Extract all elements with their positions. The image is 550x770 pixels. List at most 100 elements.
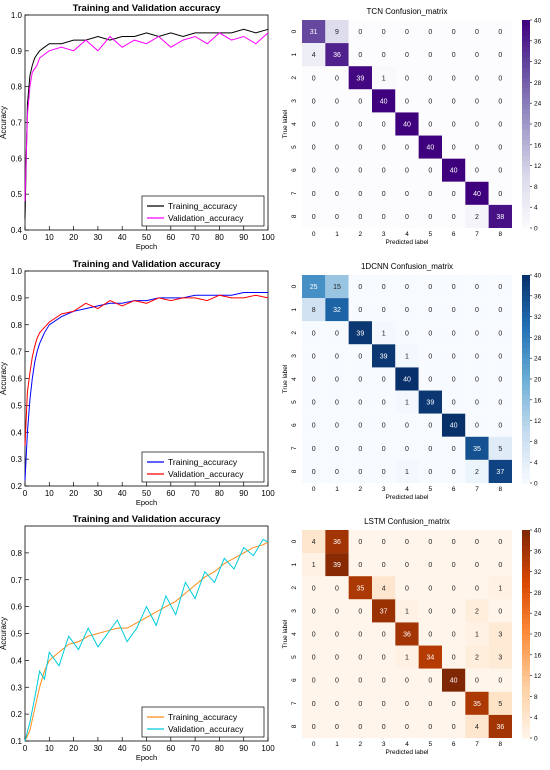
colorbar-segment — [522, 535, 530, 541]
x-axis-label: Epoch — [136, 753, 157, 762]
cell-value: 0 — [452, 52, 456, 59]
cell-value: 0 — [452, 98, 456, 105]
colorbar-segment — [522, 431, 530, 437]
cell-value: 0 — [475, 98, 479, 105]
x-tick-label: 4 — [405, 741, 409, 748]
y-tick-label: 0.5 — [11, 401, 23, 410]
y-tick-label: 0 — [291, 29, 298, 33]
cell-value: 0 — [428, 214, 432, 221]
x-tick-label: 40 — [118, 489, 127, 498]
colorbar-segment — [522, 421, 530, 427]
cell-value: 0 — [358, 377, 362, 384]
cell-value: 40 — [426, 145, 434, 152]
cell-value: 0 — [475, 400, 479, 407]
cell-value: 0 — [405, 98, 409, 105]
colorbar-segment — [522, 608, 530, 614]
colorbar-segment — [522, 82, 530, 88]
y-tick-label: 2 — [291, 586, 298, 590]
y-axis-label: True label — [282, 109, 289, 138]
y-tick-label: 0.3 — [11, 455, 23, 464]
cell-value: 0 — [405, 539, 409, 546]
cell-value: 0 — [475, 423, 479, 430]
colorbar-segment — [522, 301, 530, 307]
cell-value: 0 — [428, 168, 432, 175]
legend-label: Validation_accuracy — [168, 213, 244, 223]
cell-value: 0 — [498, 284, 502, 291]
colorbar-tick-label: 8 — [534, 184, 538, 191]
cell-value: 37 — [496, 469, 504, 476]
x-tick-label: 6 — [452, 231, 456, 238]
cell-value: 0 — [452, 632, 456, 639]
cell-value: 0 — [428, 191, 432, 198]
cell-value: 0 — [335, 724, 339, 731]
colorbar-segment — [522, 447, 530, 453]
cell-value: 0 — [335, 469, 339, 476]
cell-value: 0 — [428, 585, 432, 592]
colorbar-tick-label: 20 — [534, 377, 542, 384]
colorbar-segment — [522, 358, 530, 364]
colorbar-segment — [522, 150, 530, 156]
cell-value: 3 — [498, 655, 502, 662]
cell-value: 0 — [452, 446, 456, 453]
x-tick-label: 60 — [166, 744, 175, 753]
colorbar-segment — [522, 134, 530, 140]
colorbar-segment — [522, 572, 530, 578]
cell-value: 0 — [358, 562, 362, 569]
cell-value: 0 — [428, 701, 432, 708]
colorbar-segment — [522, 25, 530, 31]
cell-value: 0 — [382, 214, 386, 221]
colorbar-segment — [522, 618, 530, 624]
cell-value: 0 — [358, 353, 362, 360]
cell-value: 0 — [452, 330, 456, 337]
cell-value: 0 — [475, 330, 479, 337]
x-tick-label: 0 — [23, 744, 28, 753]
cell-value: 0 — [498, 98, 502, 105]
cell-value: 0 — [498, 678, 502, 685]
cell-value: 0 — [405, 29, 409, 36]
colorbar-segment — [522, 634, 530, 640]
x-tick-label: 3 — [382, 486, 386, 493]
x-tick-label: 6 — [452, 486, 456, 493]
legend-label: Validation_accuracy — [168, 469, 244, 479]
colorbar-segment — [522, 540, 530, 546]
cell-value: 8 — [312, 307, 316, 314]
colorbar-segment — [522, 186, 530, 192]
cell-value: 0 — [428, 307, 432, 314]
x-tick-label: 60 — [166, 233, 175, 242]
cell-value: 0 — [498, 400, 502, 407]
cell-value: 0 — [405, 307, 409, 314]
y-tick-label: 2 — [291, 76, 298, 80]
y-tick-label: 5 — [291, 400, 298, 404]
cell-value: 0 — [382, 377, 386, 384]
colorbar-segment — [522, 129, 530, 135]
cell-value: 0 — [312, 655, 316, 662]
cell-value: 0 — [498, 307, 502, 314]
x-axis-label: Predicted label — [386, 494, 430, 501]
cell-value: 0 — [428, 724, 432, 731]
colorbar-segment — [522, 119, 530, 125]
cell-value: 2 — [475, 655, 479, 662]
colorbar-segment — [522, 20, 530, 26]
colorbar-segment — [522, 207, 530, 213]
y-tick-label: 0 — [291, 539, 298, 543]
cell-value: 0 — [335, 701, 339, 708]
colorbar-segment — [522, 202, 530, 208]
cell-value: 0 — [498, 29, 502, 36]
chart-title: LSTM Confusion_matrix — [364, 517, 450, 526]
y-tick-label: 0.8 — [11, 549, 23, 558]
cell-value: 0 — [358, 122, 362, 129]
colorbar-segment — [522, 566, 530, 572]
x-tick-label: 1 — [335, 486, 339, 493]
colorbar-segment — [522, 160, 530, 166]
colorbar-segment — [522, 56, 530, 62]
cell-value: 0 — [475, 353, 479, 360]
colorbar-segment — [522, 114, 530, 120]
colorbar-tick-label: 36 — [534, 548, 542, 555]
colorbar-segment — [522, 379, 530, 385]
cell-value: 0 — [428, 423, 432, 430]
y-tick-label: 1 — [291, 52, 298, 56]
cell-value: 0 — [358, 632, 362, 639]
